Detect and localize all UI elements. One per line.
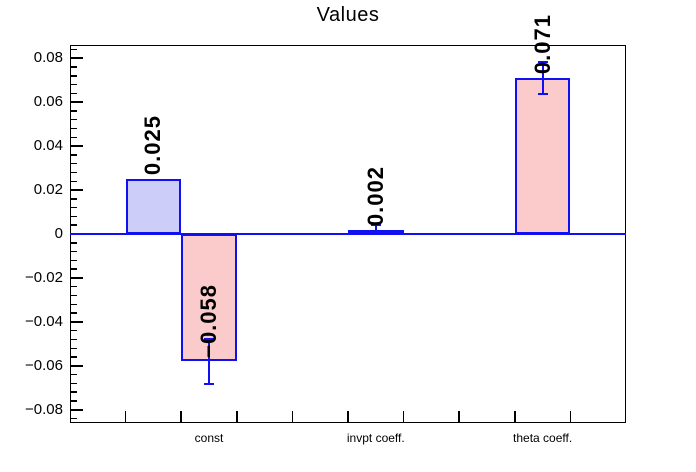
y-axis-minor-tick bbox=[70, 294, 77, 297]
x-axis-category-label: invpt coeff. bbox=[346, 431, 405, 445]
y-axis-major-tick bbox=[70, 57, 83, 59]
error-bar-cap-top bbox=[204, 337, 214, 340]
y-axis-minor-tick bbox=[70, 215, 77, 218]
y-axis-major-tick bbox=[70, 365, 83, 367]
y-axis-minor-tick bbox=[70, 400, 77, 402]
y-axis-tick-label: 0 bbox=[54, 225, 63, 242]
y-axis-minor-tick bbox=[70, 338, 77, 341]
y-axis-major-tick bbox=[70, 321, 83, 323]
y-axis-major-tick bbox=[70, 409, 83, 411]
y-axis-tick-label: −0.04 bbox=[25, 312, 63, 330]
bar-value-label: 0.071 bbox=[529, 13, 555, 74]
x-axis-tick bbox=[402, 411, 405, 423]
x-axis-tick bbox=[180, 411, 182, 423]
error-bar-cap-top bbox=[537, 60, 548, 63]
y-axis-minor-tick bbox=[70, 110, 77, 112]
y-axis-minor-tick bbox=[70, 118, 77, 121]
y-axis-minor-tick bbox=[70, 224, 77, 226]
y-axis-major-tick bbox=[70, 145, 83, 147]
y-axis-tick-label: −0.06 bbox=[25, 356, 63, 374]
error-bar-cap-bottom bbox=[370, 233, 381, 235]
y-axis-minor-tick bbox=[70, 180, 77, 182]
x-axis-tick bbox=[569, 411, 572, 423]
y-axis-major-tick bbox=[70, 277, 83, 279]
error-bar bbox=[374, 225, 377, 234]
x-axis-category-label: const bbox=[194, 431, 224, 445]
y-axis-minor-tick bbox=[70, 66, 77, 68]
y-axis-major-tick bbox=[70, 101, 83, 103]
y-axis-minor-tick bbox=[70, 417, 77, 420]
x-axis-tick bbox=[458, 411, 460, 423]
error-bar-cap-top bbox=[370, 224, 381, 227]
y-axis-minor-tick bbox=[70, 127, 77, 130]
y-axis-minor-tick bbox=[70, 285, 77, 288]
zero-baseline bbox=[70, 233, 626, 235]
x-axis-category-label: theta coeff. bbox=[513, 431, 573, 445]
y-axis-tick-label: −0.08 bbox=[25, 400, 63, 418]
y-axis-minor-tick bbox=[70, 48, 77, 51]
bar-value-label: −0.058 bbox=[196, 283, 221, 358]
y-axis-tick-label: 0.08 bbox=[33, 49, 63, 67]
y-axis-minor-tick bbox=[70, 154, 77, 156]
y-axis-major-tick bbox=[70, 189, 83, 191]
x-axis-tick bbox=[514, 411, 516, 423]
y-axis-minor-tick bbox=[70, 92, 77, 95]
bar bbox=[514, 77, 571, 234]
bar-value-label: 0.002 bbox=[362, 165, 388, 226]
y-axis-tick-label: 0.04 bbox=[33, 137, 63, 155]
y-axis-minor-tick bbox=[70, 303, 77, 306]
bar bbox=[125, 179, 182, 234]
error-bar bbox=[541, 61, 544, 94]
y-axis-minor-tick bbox=[70, 347, 77, 350]
y-axis-minor-tick bbox=[70, 83, 77, 86]
y-axis-minor-tick bbox=[70, 162, 77, 165]
y-axis-minor-tick bbox=[70, 268, 77, 270]
chart-title: Values bbox=[316, 4, 380, 26]
y-axis-tick-label: −0.02 bbox=[25, 268, 63, 286]
y-axis-minor-tick bbox=[70, 198, 77, 200]
y-axis-minor-tick bbox=[70, 136, 77, 139]
x-axis-tick bbox=[124, 411, 127, 423]
y-axis-tick-label: 0.06 bbox=[33, 93, 63, 111]
y-axis-minor-tick bbox=[70, 250, 77, 253]
y-axis-minor-tick bbox=[70, 373, 77, 376]
x-axis-tick bbox=[347, 411, 349, 423]
y-axis-minor-tick bbox=[70, 75, 77, 77]
y-axis-tick-label: 0.02 bbox=[33, 181, 63, 199]
x-axis-tick bbox=[236, 411, 238, 423]
y-axis-minor-tick bbox=[70, 312, 77, 314]
y-axis-minor-tick bbox=[70, 382, 77, 385]
y-axis-minor-tick bbox=[70, 171, 77, 174]
error-bar-cap-bottom bbox=[204, 383, 214, 386]
y-axis-minor-tick bbox=[70, 242, 77, 244]
error-bar-cap-bottom bbox=[537, 93, 548, 95]
y-axis-minor-tick bbox=[70, 206, 77, 209]
x-axis-tick bbox=[291, 411, 294, 423]
y-axis-minor-tick bbox=[70, 259, 77, 262]
y-axis-minor-tick bbox=[70, 356, 77, 358]
y-axis-minor-tick bbox=[70, 329, 77, 332]
y-axis-minor-tick bbox=[70, 391, 77, 393]
error-bar bbox=[208, 338, 210, 385]
bar-value-label: 0.025 bbox=[140, 115, 166, 176]
